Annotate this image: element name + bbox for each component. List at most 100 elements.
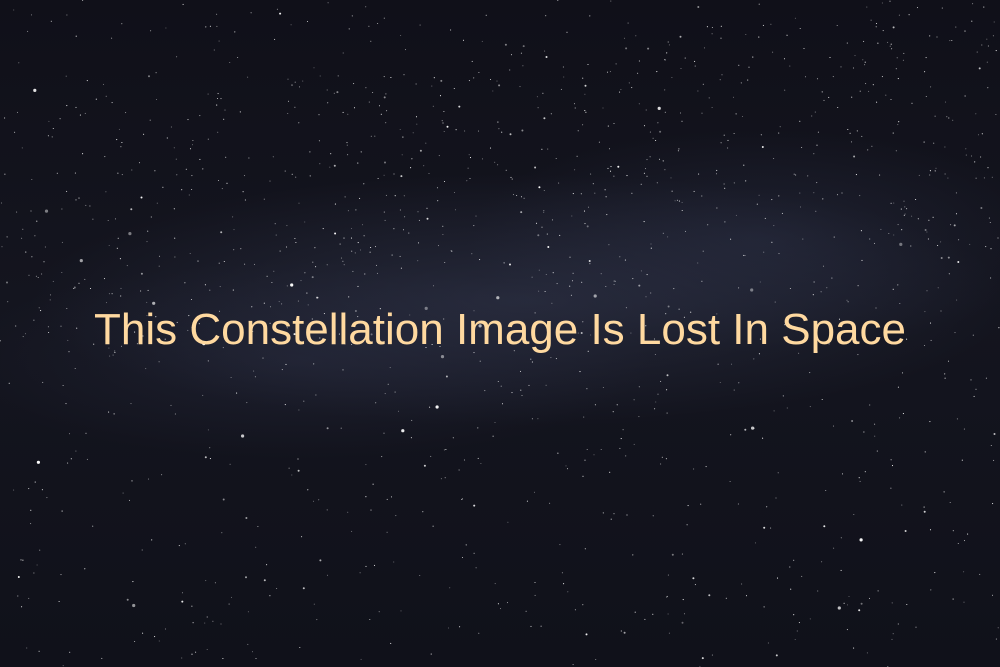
- star: [436, 187, 439, 189]
- star: [975, 113, 977, 115]
- star: [901, 504, 903, 506]
- star: [590, 334, 592, 336]
- star: [890, 487, 892, 489]
- star: [521, 394, 523, 397]
- star: [393, 561, 395, 563]
- star: [837, 106, 839, 109]
- star: [825, 489, 827, 492]
- star: [212, 620, 214, 622]
- star: [686, 524, 688, 526]
- star: [761, 146, 764, 148]
- star: [359, 197, 361, 199]
- star: [122, 492, 124, 494]
- star: [433, 77, 435, 79]
- star: [701, 280, 703, 282]
- star: [443, 110, 445, 113]
- star: [747, 79, 749, 81]
- star: [286, 327, 288, 329]
- star: [530, 625, 532, 627]
- star: [666, 596, 668, 598]
- star: [22, 336, 24, 338]
- star: [719, 381, 721, 384]
- star: [170, 126, 172, 128]
- star: [965, 148, 967, 150]
- star: [33, 319, 35, 321]
- star: [544, 290, 546, 293]
- star: [393, 173, 395, 175]
- star: [442, 225, 444, 227]
- star: [111, 102, 113, 104]
- star: [409, 314, 411, 316]
- star: [244, 263, 246, 265]
- star: [327, 2, 329, 4]
- star: [176, 56, 178, 58]
- star: [551, 219, 554, 221]
- star: [217, 93, 219, 95]
- star: [140, 196, 143, 199]
- star: [799, 27, 801, 30]
- star: [205, 26, 207, 28]
- star: [724, 221, 726, 223]
- star: [326, 89, 328, 91]
- star: [21, 237, 23, 239]
- star: [465, 544, 467, 546]
- star: [645, 109, 647, 111]
- star: [390, 496, 393, 498]
- star: [149, 119, 151, 121]
- star: [4, 173, 6, 175]
- star: [613, 283, 615, 286]
- star: [683, 316, 685, 318]
- star: [66, 105, 68, 107]
- star: [949, 40, 951, 42]
- star: [116, 139, 118, 141]
- star: [619, 447, 621, 449]
- star: [582, 475, 584, 477]
- star: [657, 122, 659, 124]
- star: [816, 182, 818, 184]
- star: [897, 284, 899, 286]
- star: [161, 474, 163, 476]
- star: [439, 345, 441, 348]
- star: [397, 410, 400, 412]
- star: [593, 294, 597, 298]
- star: [510, 176, 512, 178]
- star: [817, 131, 819, 133]
- star: [843, 602, 845, 604]
- star: [298, 202, 300, 204]
- star: [743, 164, 745, 166]
- star: [534, 312, 536, 314]
- star: [969, 243, 971, 245]
- star: [251, 651, 254, 653]
- star: [789, 287, 791, 290]
- star: [37, 276, 39, 279]
- star: [888, 232, 890, 235]
- star: [155, 316, 157, 318]
- star: [609, 71, 611, 73]
- star: [925, 57, 927, 59]
- star: [365, 87, 367, 89]
- star: [89, 287, 92, 290]
- star: [571, 215, 573, 217]
- star: [542, 92, 544, 94]
- star: [79, 114, 81, 116]
- star: [868, 90, 870, 92]
- star: [424, 306, 428, 310]
- star: [881, 76, 883, 78]
- star: [248, 157, 250, 159]
- star: [152, 301, 156, 305]
- star: [856, 130, 858, 132]
- star: [365, 464, 367, 466]
- star: [937, 287, 939, 289]
- star: [509, 133, 512, 136]
- star: [216, 97, 219, 100]
- star: [955, 213, 958, 215]
- star: [587, 206, 590, 208]
- star: [75, 450, 77, 452]
- star: [198, 323, 200, 325]
- star: [351, 250, 353, 252]
- star: [620, 88, 622, 91]
- star: [477, 130, 480, 132]
- star: [832, 425, 835, 427]
- star: [303, 400, 305, 402]
- star: [582, 124, 584, 126]
